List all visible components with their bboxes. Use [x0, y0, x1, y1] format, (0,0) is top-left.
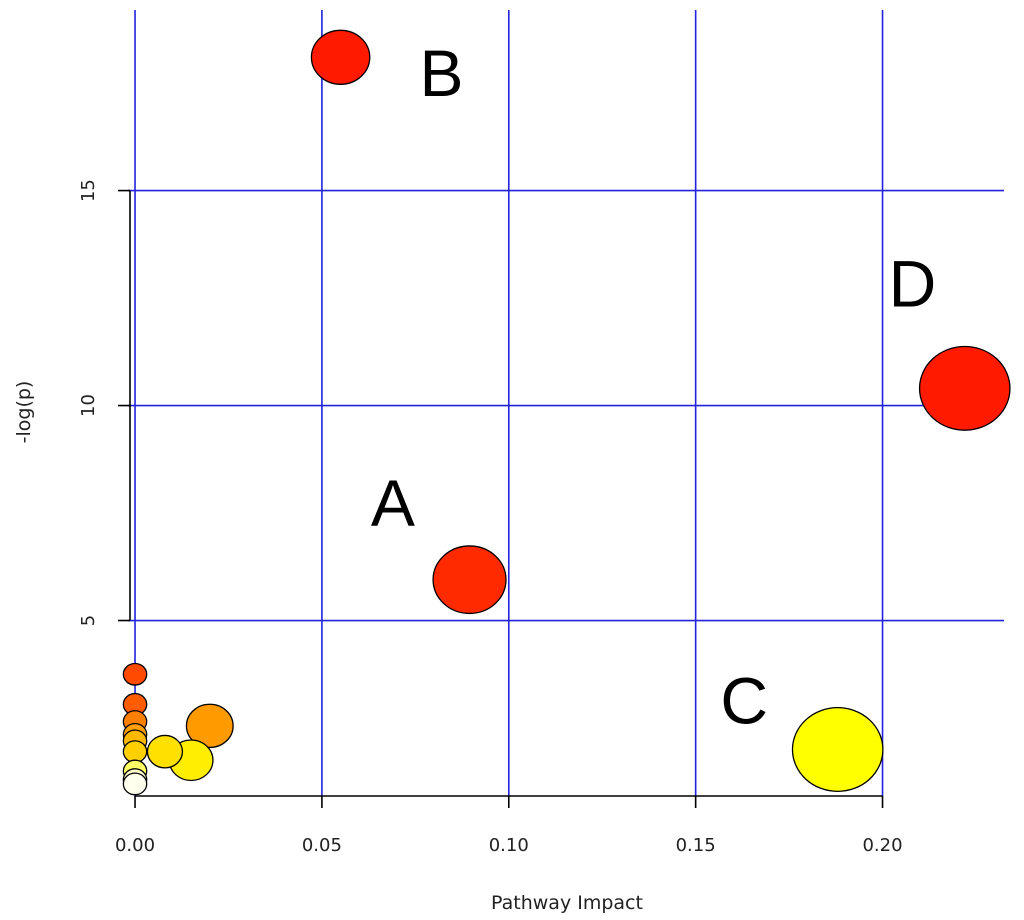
data-point: [918, 345, 1011, 431]
y-tick-label: 15: [78, 179, 99, 202]
axis-labels: Pathway Impact -log(p): [13, 381, 643, 914]
point-annotation: A: [371, 466, 415, 540]
data-point: [122, 662, 148, 686]
data-point: [185, 703, 234, 749]
y-tick-label: 10: [78, 394, 99, 417]
data-point: [791, 707, 884, 793]
point-annotation: B: [419, 36, 463, 110]
point-annotation: D: [889, 247, 937, 321]
data-point: [122, 740, 148, 764]
x-tick-label: 0.05: [302, 835, 342, 856]
grid-lines: [128, 10, 1004, 796]
data-point: [310, 29, 371, 85]
y-tick-label: 5: [78, 615, 99, 626]
data-point: [122, 772, 148, 796]
x-tick-label: 0.00: [115, 835, 155, 856]
point-annotation: C: [720, 664, 768, 738]
x-tick-label: 0.10: [489, 835, 529, 856]
point-annotations: B D A C: [371, 36, 936, 738]
data-points: [122, 29, 1011, 796]
axes: 0.00 0.05 0.10 0.15 0.20 5 10 15: [78, 179, 903, 856]
y-axis-title: -log(p): [13, 381, 35, 444]
x-axis-title: Pathway Impact: [491, 892, 643, 914]
data-point: [146, 734, 184, 769]
x-tick-label: 0.20: [862, 835, 902, 856]
data-point: [432, 545, 507, 615]
x-tick-label: 0.15: [676, 835, 716, 856]
